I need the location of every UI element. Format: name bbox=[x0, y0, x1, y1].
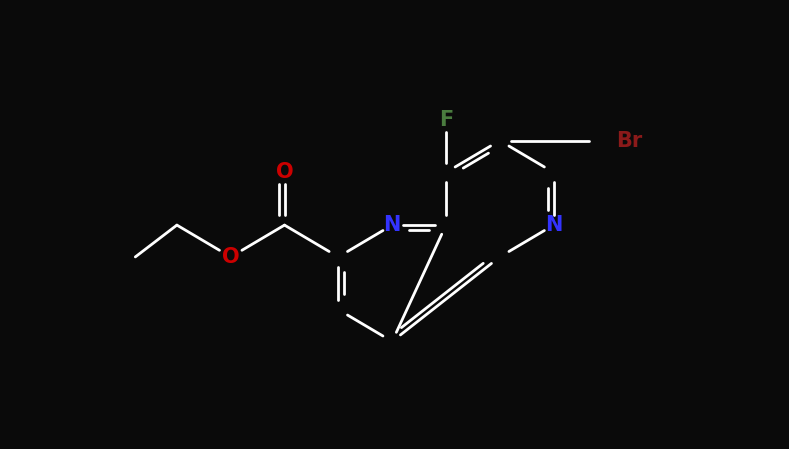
Text: N: N bbox=[383, 215, 401, 235]
Text: Br: Br bbox=[616, 131, 643, 150]
Text: O: O bbox=[275, 163, 294, 182]
Text: N: N bbox=[545, 215, 563, 235]
Text: O: O bbox=[222, 247, 240, 267]
Text: F: F bbox=[439, 110, 453, 130]
